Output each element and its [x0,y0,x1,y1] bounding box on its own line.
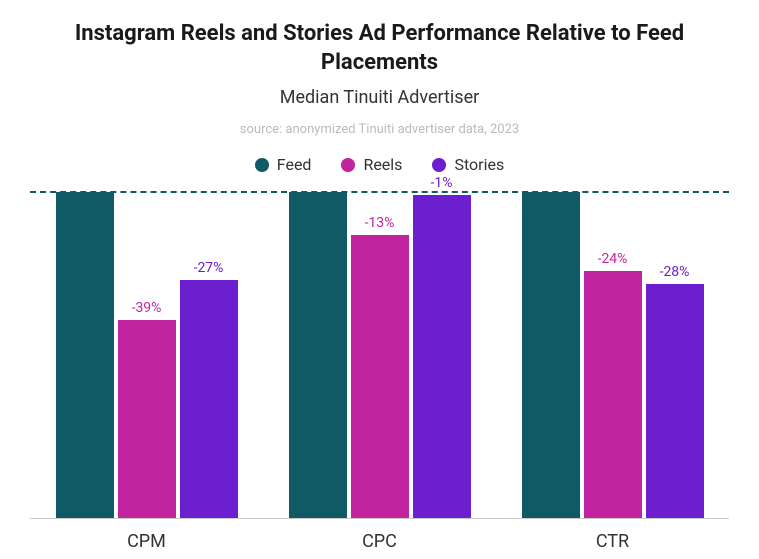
bar-group: -24%-28% [496,192,729,519]
legend-label-stories: Stories [454,155,504,174]
bar: -13% [351,235,409,519]
legend-dot-stories [432,158,446,172]
bar-value-label: -39% [132,300,162,316]
x-axis-label: CPC [263,525,496,559]
chart-legend: Feed Reels Stories [30,155,729,174]
bar [289,192,347,519]
legend-label-feed: Feed [277,155,312,174]
bar-value-label: -1% [431,175,453,191]
bar: -1% [413,195,471,519]
chart-title: Instagram Reels and Stories Ad Performan… [30,20,729,77]
chart-container: Instagram Reels and Stories Ad Performan… [0,0,759,559]
bar-groups: -39%-27%-13%-1%-24%-28% [30,192,729,519]
bar-value-label: -27% [194,260,224,276]
legend-dot-feed [255,158,269,172]
legend-dot-reels [341,158,355,172]
bar: -27% [180,280,238,519]
legend-item-stories: Stories [432,155,504,174]
bar: -39% [118,320,176,519]
bar-value-label: -13% [365,215,395,231]
bar: -24% [584,271,642,519]
legend-item-reels: Reels [341,155,402,174]
legend-item-feed: Feed [255,155,312,174]
x-axis-line [30,518,729,519]
bar [56,192,114,519]
bar: -28% [646,284,704,519]
x-axis-label: CTR [496,525,729,559]
bar-value-label: -28% [660,264,690,280]
chart-subtitle: Median Tinuiti Advertiser [30,87,729,108]
chart-source: source: anonymized Tinuiti advertiser da… [30,122,729,137]
bar-value-label: -24% [598,251,628,267]
plot-area: -39%-27%-13%-1%-24%-28% CPMCPCCTR [30,192,729,559]
x-axis-labels: CPMCPCCTR [30,525,729,559]
legend-label-reels: Reels [363,155,402,174]
x-axis-label: CPM [30,525,263,559]
bar-group: -39%-27% [30,192,263,519]
bar [522,192,580,519]
bar-group: -13%-1% [263,192,496,519]
